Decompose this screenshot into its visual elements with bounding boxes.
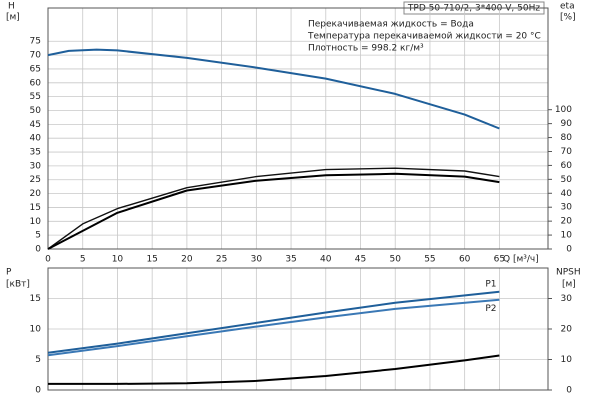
y2-tick-label: 0 — [566, 386, 572, 396]
y-tick-label: 5 — [35, 231, 41, 241]
y2-tick-label: 30 — [561, 294, 573, 304]
series-line — [47, 298, 500, 357]
y-tick-label: 20 — [30, 189, 42, 199]
y-tick-label: 5 — [35, 355, 41, 365]
x-tick-label: 20 — [181, 255, 193, 265]
series-line — [47, 167, 500, 250]
y2-tick-label: 70 — [561, 147, 573, 157]
y2-tick-label: 20 — [561, 217, 573, 227]
x-tick-label: 5 — [80, 255, 86, 265]
series-line — [48, 354, 500, 385]
y-unit: [м] — [6, 13, 20, 23]
y-label: H — [8, 2, 15, 12]
x-label: Q [м³/ч] — [503, 255, 539, 265]
series-label: P2 — [485, 304, 496, 314]
series-line — [47, 290, 500, 354]
y2-tick-label: 80 — [561, 133, 573, 143]
x-tick-label: 15 — [146, 255, 157, 265]
x-tick-label: 65 — [494, 255, 505, 265]
y-label: P — [6, 268, 12, 278]
x-tick-label: 55 — [424, 255, 435, 265]
y-tick-label: 60 — [30, 78, 42, 88]
annotation: Перекачиваемая жидкость = Вода — [308, 20, 474, 30]
y-tick-label: 10 — [30, 325, 42, 335]
y-tick-label: 0 — [35, 245, 41, 255]
y2-tick-label: 40 — [561, 189, 573, 199]
y2-tick-label: 30 — [561, 203, 573, 213]
y2-label: eta — [560, 2, 575, 12]
y-tick-label: 30 — [30, 161, 42, 171]
x-tick-label: 0 — [45, 255, 51, 265]
y2-label: NPSH — [556, 268, 581, 278]
series-line — [47, 172, 500, 250]
x-tick-label: 35 — [285, 255, 296, 265]
series-line — [47, 48, 500, 130]
y2-tick-label: 100 — [555, 105, 572, 115]
y-tick-label: 50 — [30, 106, 42, 116]
x-tick-label: 45 — [355, 255, 366, 265]
y2-tick-label: 20 — [561, 325, 573, 335]
y-tick-label: 55 — [30, 92, 41, 102]
y2-tick-label: 60 — [561, 161, 573, 171]
y-tick-label: 25 — [30, 175, 41, 185]
y-tick-label: 0 — [35, 386, 41, 396]
x-tick-label: 10 — [112, 255, 124, 265]
x-tick-label: 60 — [459, 255, 471, 265]
y-unit: [кВт] — [6, 280, 30, 290]
y2-unit: [м] — [562, 280, 576, 290]
annotation: Плотность = 998.2 кг/м³ — [308, 44, 424, 54]
y2-unit: [%] — [560, 13, 576, 23]
y-tick-label: 10 — [30, 217, 42, 227]
y-tick-label: 75 — [30, 37, 41, 47]
plot-frame — [47, 267, 549, 391]
y2-tick-label: 10 — [561, 355, 573, 365]
series-label: P1 — [485, 279, 496, 289]
y2-tick-label: 0 — [566, 245, 572, 255]
annotation: Температура перекачиваемой жидкости = 20… — [307, 32, 541, 42]
y2-tick-label: 10 — [561, 231, 573, 241]
x-tick-label: 40 — [320, 255, 332, 265]
x-tick-label: 25 — [216, 255, 227, 265]
y2-tick-label: 90 — [561, 119, 573, 129]
x-tick-label: 50 — [389, 255, 401, 265]
plot-frame — [47, 7, 549, 250]
y-tick-label: 45 — [30, 120, 41, 130]
x-tick-label: 30 — [251, 255, 263, 265]
y-tick-label: 70 — [30, 51, 42, 61]
y-tick-label: 35 — [30, 148, 41, 158]
y2-tick-label: 50 — [561, 175, 573, 185]
y-tick-label: 15 — [30, 294, 41, 304]
y-tick-label: 15 — [30, 203, 41, 213]
y-tick-label: 65 — [30, 64, 41, 74]
y-tick-label: 40 — [30, 134, 42, 144]
